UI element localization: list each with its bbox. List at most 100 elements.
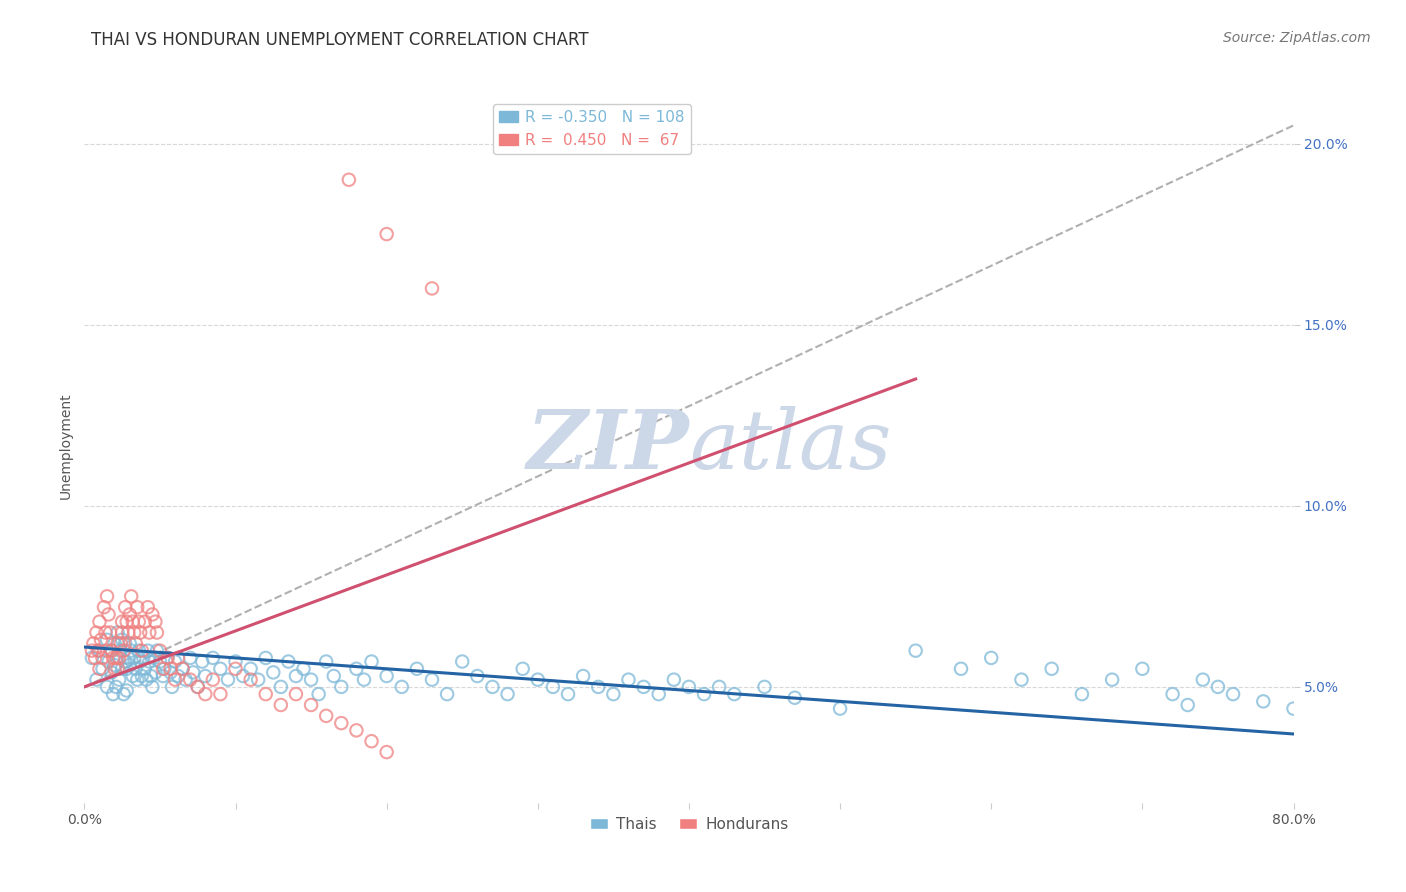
Point: [209, 662, 232, 676]
Point: [98, 625, 121, 640]
Text: atlas: atlas: [689, 406, 891, 486]
Point: [149, 655, 172, 669]
Point: [114, 600, 136, 615]
Point: [110, 643, 132, 657]
Point: [165, 655, 187, 669]
Point: [112, 687, 135, 701]
Point: [662, 673, 685, 687]
Point: [145, 665, 167, 680]
Point: [225, 662, 247, 676]
Legend: Thais, Hondurans: Thais, Hondurans: [583, 811, 794, 838]
Point: [135, 673, 157, 687]
Point: [96, 643, 118, 657]
Text: Source: ZipAtlas.com: Source: ZipAtlas.com: [1223, 31, 1371, 45]
Text: ZIP: ZIP: [526, 406, 689, 486]
Point: [115, 683, 138, 698]
Point: [105, 651, 128, 665]
Point: [97, 655, 120, 669]
Point: [588, 680, 610, 694]
Point: [633, 680, 655, 694]
Point: [122, 651, 145, 665]
Point: [512, 662, 534, 676]
Point: [82, 636, 104, 650]
Point: [152, 662, 174, 676]
Point: [120, 643, 142, 657]
Point: [127, 600, 149, 615]
Point: [322, 669, 344, 683]
Point: [107, 651, 129, 665]
Point: [194, 669, 217, 683]
Point: [194, 687, 217, 701]
Point: [346, 723, 368, 738]
Point: [80, 643, 103, 657]
Point: [111, 625, 134, 640]
Point: [107, 625, 129, 640]
Point: [172, 662, 194, 676]
Point: [107, 636, 129, 650]
Point: [830, 701, 852, 715]
Point: [481, 680, 503, 694]
Point: [179, 651, 201, 665]
Point: [217, 673, 239, 687]
Point: [104, 658, 127, 673]
Point: [114, 636, 136, 650]
Point: [153, 662, 176, 676]
Point: [142, 651, 165, 665]
Point: [360, 655, 382, 669]
Point: [101, 687, 124, 701]
Point: [648, 687, 671, 701]
Point: [285, 669, 308, 683]
Point: [980, 651, 1002, 665]
Point: [145, 615, 167, 629]
Point: [152, 669, 174, 683]
Point: [108, 673, 131, 687]
Point: [114, 655, 136, 669]
Point: [139, 669, 162, 683]
Point: [134, 615, 156, 629]
Point: [127, 673, 149, 687]
Point: [270, 680, 292, 694]
Point: [134, 662, 156, 676]
Point: [100, 665, 122, 680]
Point: [436, 687, 458, 701]
Point: [187, 680, 209, 694]
Point: [104, 636, 127, 650]
Point: [100, 643, 122, 657]
Point: [467, 669, 489, 683]
Point: [96, 680, 118, 694]
Point: [125, 636, 148, 650]
Point: [174, 673, 197, 687]
Point: [89, 643, 111, 657]
Point: [111, 615, 134, 629]
Point: [527, 673, 550, 687]
Point: [121, 615, 143, 629]
Point: [117, 625, 139, 640]
Point: [420, 281, 443, 295]
Point: [541, 680, 564, 694]
Point: [1161, 687, 1184, 701]
Point: [128, 643, 150, 657]
Point: [239, 662, 262, 676]
Point: [141, 607, 163, 622]
Point: [167, 651, 190, 665]
Point: [96, 590, 118, 604]
Point: [1130, 662, 1153, 676]
Point: [1253, 694, 1275, 708]
Point: [1222, 687, 1244, 701]
Point: [108, 651, 131, 665]
Point: [129, 625, 152, 640]
Point: [80, 651, 103, 665]
Point: [315, 655, 337, 669]
Point: [572, 669, 595, 683]
Point: [89, 615, 111, 629]
Point: [1011, 673, 1033, 687]
Point: [86, 673, 108, 687]
Point: [201, 651, 224, 665]
Point: [111, 662, 134, 676]
Point: [391, 680, 413, 694]
Point: [950, 662, 973, 676]
Point: [101, 651, 124, 665]
Point: [94, 625, 117, 640]
Point: [420, 673, 443, 687]
Point: [254, 651, 277, 665]
